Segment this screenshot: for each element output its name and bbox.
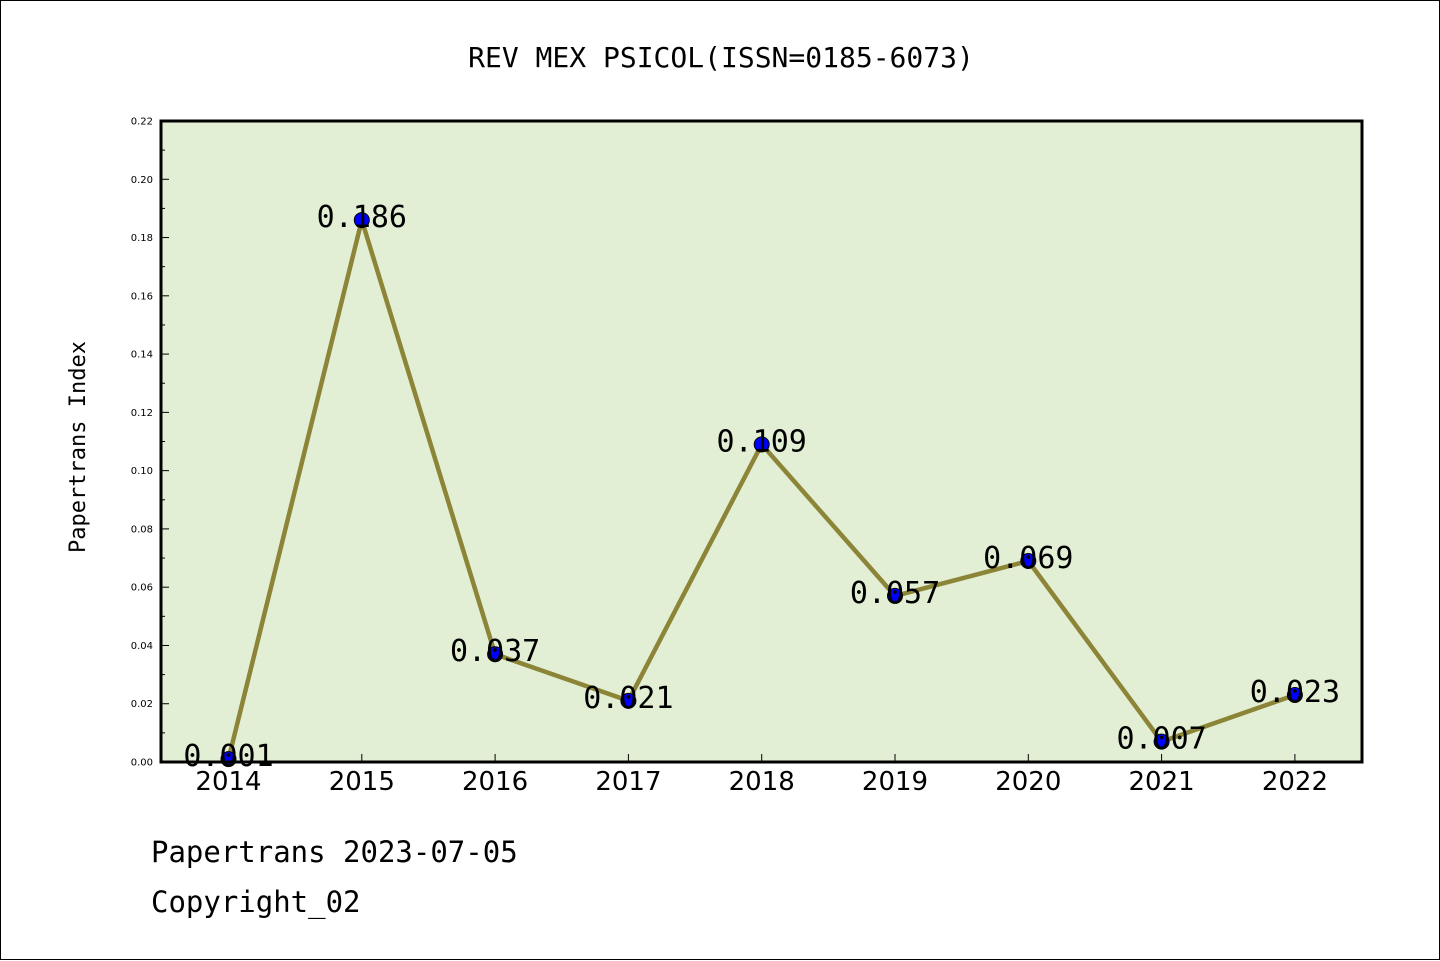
data-label: 0.186 <box>317 200 407 235</box>
data-point <box>620 692 637 709</box>
data-label: 0.037 <box>450 634 540 669</box>
data-label: 0.109 <box>717 424 807 459</box>
y-tick-label: 0.08 <box>131 524 153 535</box>
data-label: 0.069 <box>983 541 1073 576</box>
data-point <box>1286 686 1303 703</box>
y-tick-label: 0.18 <box>131 233 153 244</box>
data-label: 0.021 <box>583 681 673 716</box>
x-tick-label: 2016 <box>462 767 528 797</box>
x-tick-label: 2017 <box>595 767 661 797</box>
data-label: 0.057 <box>850 576 940 611</box>
y-tick-label: 0.04 <box>131 641 153 652</box>
x-tick-label: 2022 <box>1262 767 1328 797</box>
y-tick-label: 0.14 <box>131 350 153 361</box>
x-tick-label: 2015 <box>329 767 395 797</box>
y-tick-label: 0.00 <box>131 758 153 769</box>
plot-frame <box>159 119 1364 764</box>
y-tick-label: 0.06 <box>131 583 153 594</box>
x-axis-ticks: 2014 2015 2016 2017 2018 2019 2020 2021 2022 <box>195 754 1328 797</box>
data-point <box>1020 552 1037 569</box>
data-point <box>487 646 504 663</box>
data-label: 0.023 <box>1250 675 1340 710</box>
x-tick-label: 2021 <box>1129 767 1195 797</box>
y-tick-label: 0.02 <box>131 699 153 710</box>
data-label-layer: 0.001 0.186 0.037 0.021 0.109 0.057 0.069 0.007… <box>183 200 1340 774</box>
data-point <box>1153 733 1170 750</box>
footer-copyright-text: Copyright_02 <box>151 885 361 919</box>
y-tick-label: 0.22 <box>131 117 153 128</box>
data-label: 0.001 <box>183 739 273 774</box>
data-point <box>753 436 770 453</box>
footer-date-text: Papertrans 2023-07-05 <box>151 835 518 869</box>
data-point <box>887 587 903 604</box>
y-tick-label: 0.16 <box>131 291 153 302</box>
y-tick-label: 0.20 <box>131 175 153 186</box>
x-tick-label: 2014 <box>195 767 261 797</box>
chart-title: REV MEX PSICOL(ISSN=0185-6073) <box>468 41 974 74</box>
y-axis-label: Papertrans Index <box>66 341 91 553</box>
y-tick-label: 0.12 <box>131 408 153 419</box>
data-point <box>353 212 370 229</box>
x-tick-label: 2018 <box>729 767 795 797</box>
data-label: 0.007 <box>1116 722 1206 757</box>
x-tick-label: 2020 <box>995 767 1061 797</box>
y-tick-label: 0.10 <box>131 466 153 477</box>
x-tick-label: 2019 <box>862 767 928 797</box>
